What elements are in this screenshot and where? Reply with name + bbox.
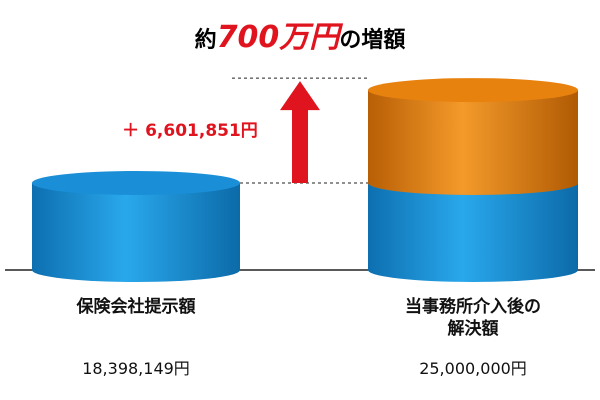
title-highlight: 700万円: [217, 20, 344, 55]
cylinder-body: [32, 182, 240, 270]
category-label: 当事務所介入後の解決額: [405, 297, 541, 339]
increase-arrow: [280, 81, 320, 183]
title-suffix: の増額: [339, 27, 405, 53]
cylinder-top: [368, 78, 578, 103]
cylinder: [32, 170, 240, 282]
cylinder-body: [368, 182, 578, 270]
category-label: 保険会社提示額: [76, 297, 196, 317]
cylinder-body: [368, 90, 578, 183]
increase-annotation: ＋ 6,601,851円: [122, 121, 258, 141]
value-label: 25,000,000円: [419, 359, 527, 378]
chart-title: 約700万円の増額: [195, 20, 406, 55]
cylinder: [368, 78, 578, 282]
title-prefix: 約: [195, 27, 217, 53]
cylinder-top: [32, 170, 240, 195]
value-label: 18,398,149円: [82, 359, 190, 378]
